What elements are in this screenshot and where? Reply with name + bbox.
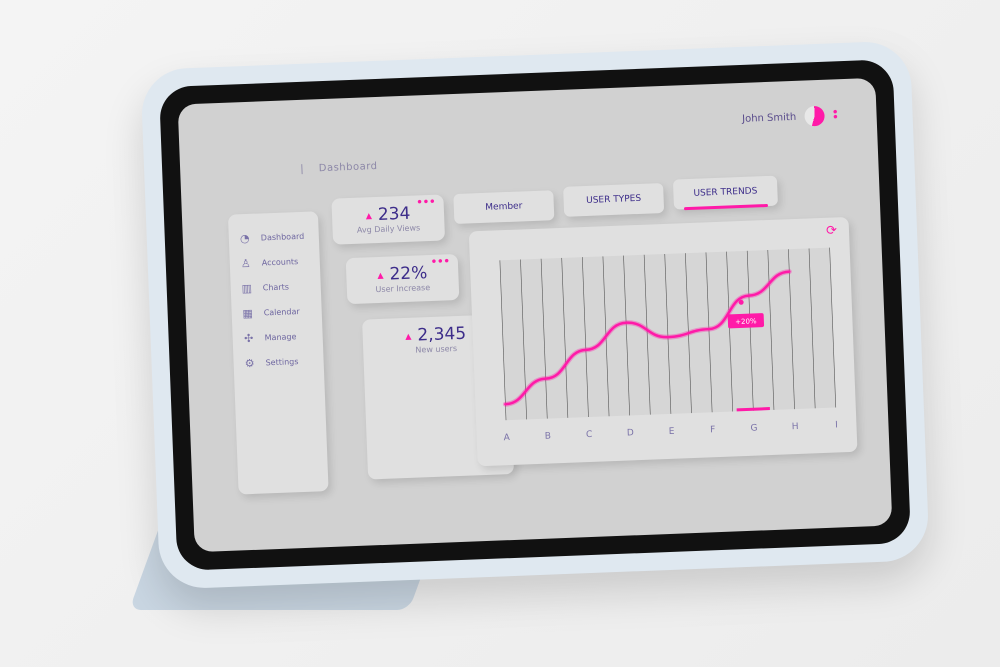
pie-chart-icon: ◔ <box>239 231 250 246</box>
tooltip-label: +20% <box>735 317 757 326</box>
x-tick-label: C <box>586 430 593 440</box>
sidebar-item-accounts[interactable]: ♙ Accounts <box>239 249 310 277</box>
user-trends-chart: ⟳ A B C D E F G H I +20% <box>468 216 858 467</box>
tab-user-trends[interactable]: USER TRENDS <box>672 175 778 210</box>
grid-line <box>788 249 795 410</box>
sidebar-item-charts[interactable]: ▥ Charts <box>240 274 311 302</box>
user-name: John Smith <box>741 111 797 125</box>
sidebar-item-label: Charts <box>262 282 290 293</box>
grid-line <box>829 247 837 408</box>
chart-svg: A B C D E F G H I +20% <box>499 247 838 443</box>
more-icon[interactable]: ••• <box>430 256 451 268</box>
user-menu[interactable]: John Smith • • <box>742 105 839 129</box>
sidebar-item-label: Settings <box>265 357 299 368</box>
tablet-bezel: John Smith • • | Dashboard ◔ Dashboard ♙ Acc… <box>158 59 912 571</box>
stat-card-avg-daily-views: ••• ▲ 234 Avg Daily Views <box>331 194 446 245</box>
sidebar: ◔ Dashboard ♙ Accounts ▥ Charts ▦ Calendar ✣ Mana… <box>227 211 329 495</box>
gear-icon: ⚙ <box>244 356 255 371</box>
sidebar-item-settings[interactable]: ⚙ Settings <box>243 349 314 377</box>
breadcrumb: | Dashboard <box>300 160 378 175</box>
up-arrow-icon: ▲ <box>377 270 384 280</box>
refresh-icon[interactable]: ⟳ <box>825 223 838 239</box>
screen: John Smith • • | Dashboard ◔ Dashboard ♙ Acc… <box>177 77 893 553</box>
grid-line <box>499 260 507 421</box>
stat-card-user-increase: ••• ▲ 22% User Increase <box>345 253 460 305</box>
highlight-point <box>738 299 744 305</box>
sidebar-item-label: Calendar <box>263 307 300 318</box>
up-arrow-icon: ▲ <box>365 210 373 220</box>
grid-line <box>705 252 713 413</box>
grid-line <box>561 257 569 418</box>
more-icon[interactable]: ••• <box>416 196 436 209</box>
sidebar-item-manage[interactable]: ✣ Manage <box>242 324 313 352</box>
calendar-icon: ▦ <box>242 306 254 321</box>
x-tick-label: D <box>627 428 634 438</box>
grid-line <box>726 251 734 412</box>
grid-line <box>664 253 672 414</box>
move-icon: ✣ <box>243 331 254 346</box>
user-icon: ♙ <box>240 256 251 271</box>
tab-user-types[interactable]: USER TYPES <box>563 182 665 217</box>
sidebar-item-calendar[interactable]: ▦ Calendar <box>241 299 312 327</box>
breadcrumb-dashboard[interactable]: Dashboard <box>318 160 378 175</box>
tab-member[interactable]: Member <box>453 190 555 225</box>
x-tick-label: A <box>503 433 510 443</box>
x-tick-label: B <box>545 431 552 441</box>
sidebar-item-label: Manage <box>264 332 297 343</box>
sidebar-item-dashboard[interactable]: ◔ Dashboard <box>238 224 309 252</box>
x-tick-label: H <box>792 422 799 432</box>
more-vertical-icon[interactable]: • • <box>831 107 839 124</box>
x-tick-label: I <box>835 420 838 430</box>
grid-line <box>746 250 754 411</box>
avatar[interactable] <box>803 105 825 127</box>
highlight-bar <box>736 407 770 412</box>
x-tick-label: E <box>669 427 675 437</box>
x-tick-label: F <box>710 425 716 435</box>
sidebar-item-label: Dashboard <box>260 231 305 243</box>
series-line <box>504 270 791 406</box>
grid-line <box>582 257 589 418</box>
x-tick-label: G <box>750 424 757 434</box>
up-arrow-icon: ▲ <box>405 331 412 341</box>
grid-line <box>540 258 548 419</box>
tooltip-box <box>727 313 765 329</box>
grid-line <box>623 255 630 416</box>
bar-chart-icon: ▥ <box>241 281 253 296</box>
grid-line <box>767 250 775 410</box>
grid-line <box>643 254 651 415</box>
grid-line <box>808 248 816 409</box>
sidebar-item-label: Accounts <box>261 257 299 268</box>
tablet: John Smith • • | Dashboard ◔ Dashboard ♙ Acc… <box>140 40 930 590</box>
